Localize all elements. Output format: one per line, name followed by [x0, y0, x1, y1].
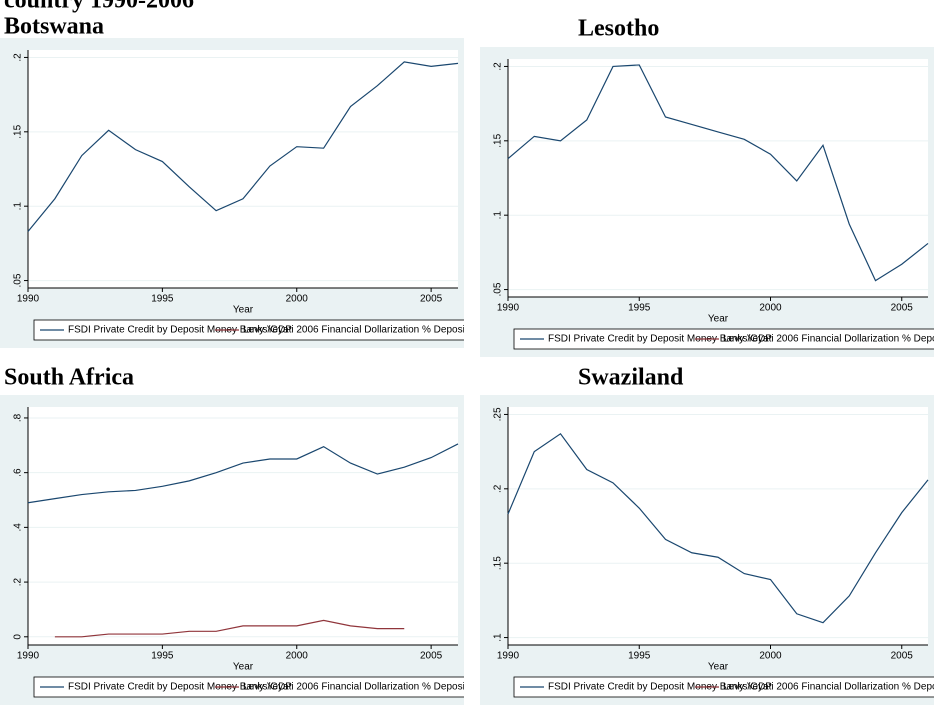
y-tick-label: .1: [493, 633, 504, 642]
y-tick-label: .2: [493, 62, 504, 71]
x-tick-label: 1995: [628, 651, 651, 662]
y-tick-label: .6: [13, 468, 24, 477]
y-tick-label: .4: [13, 523, 24, 532]
chart-title: Lesotho: [578, 16, 659, 42]
series-line: [507, 64, 929, 282]
y-tick-label: .15: [493, 556, 504, 570]
legend-box: [513, 328, 934, 350]
y-tick-label: .05: [13, 273, 24, 287]
plot-area: [28, 50, 458, 288]
x-tick-label: 1990: [17, 294, 40, 305]
y-tick-label: .2: [13, 577, 24, 586]
x-tick-label: 2000: [286, 294, 309, 305]
x-axis-title: Year: [233, 305, 254, 316]
legend-label: Levy Yeyati 2006 Financial Dollarization…: [723, 682, 934, 693]
x-tick-label: 1990: [497, 303, 520, 314]
x-axis-title: Year: [233, 662, 254, 673]
legend-box: [33, 319, 464, 341]
y-tick-label: .15: [493, 133, 504, 147]
legend-label: FSDI Private Credit by Deposit Money Ban…: [68, 682, 292, 693]
legend-label: Levy Yeyati 2006 Financial Dollarization…: [243, 682, 473, 693]
legend-label: Levy Yeyati 2006 Financial Dollarization…: [723, 334, 934, 345]
x-tick-label: 2005: [420, 651, 443, 662]
series-line: [507, 432, 929, 624]
chart-panel: .05 .1 .15 .2 1990 1995 2000 2005 Year FSDI Priva…: [0, 38, 473, 348]
x-tick-label: 2000: [759, 303, 782, 314]
chart-title: Botswana: [4, 14, 104, 40]
chart-panel: 0 .2 .4 .6 .8 1990 1995 2000 2005 Year FSDI Privat…: [0, 395, 473, 705]
legend-label: FSDI Private Credit by Deposit Money Ban…: [548, 334, 772, 345]
y-tick-label: .25: [493, 407, 504, 421]
x-tick-label: 1995: [628, 303, 651, 314]
chart-title: Swaziland: [578, 365, 684, 391]
y-tick-label: .8: [13, 413, 24, 422]
x-tick-label: 1990: [497, 651, 520, 662]
x-tick-label: 1995: [151, 651, 174, 662]
x-tick-label: 2005: [891, 651, 914, 662]
series-line: [27, 443, 459, 504]
series-line: [54, 619, 405, 638]
legend-box: [33, 676, 464, 698]
legend-box: [513, 676, 934, 698]
y-tick-label: 0: [13, 634, 24, 640]
x-axis-title: Year: [708, 662, 729, 673]
y-tick-label: .1: [13, 202, 24, 211]
x-tick-label: 2005: [420, 294, 443, 305]
y-tick-label: .2: [493, 484, 504, 493]
plot-area: [508, 407, 928, 645]
y-tick-label: .15: [13, 124, 24, 138]
x-tick-label: 1995: [151, 294, 174, 305]
x-tick-label: 2000: [759, 651, 782, 662]
header: country 1990-2006: [4, 0, 194, 14]
legend-label: FSDI Private Credit by Deposit Money Ban…: [548, 682, 772, 693]
plot-area: [28, 407, 458, 645]
x-tick-label: 2000: [286, 651, 309, 662]
chart-panel: .1 .15 .2 .25 1990 1995 2000 2005 Year FSDI Priva…: [480, 395, 934, 705]
chart-panel: .05 .1 .15 .2 1990 1995 2000 2005 Year FSDI Priva…: [480, 47, 934, 357]
plot-area: [508, 59, 928, 297]
y-tick-label: .1: [493, 211, 504, 220]
x-tick-label: 1990: [17, 651, 40, 662]
legend-label: FSDI Private Credit by Deposit Money Ban…: [68, 325, 292, 336]
y-tick-label: .05: [493, 282, 504, 296]
y-tick-label: .2: [13, 53, 24, 62]
chart-title: South Africa: [4, 365, 134, 391]
series-line: [27, 61, 459, 232]
legend-label: Levy Yeyati 2006 Financial Dollarization…: [243, 325, 473, 336]
x-axis-title: Year: [708, 314, 729, 325]
x-tick-label: 2005: [891, 303, 914, 314]
